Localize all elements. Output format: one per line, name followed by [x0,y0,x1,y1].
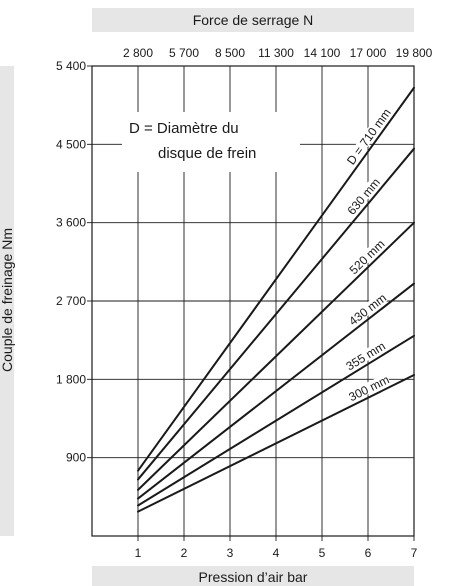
top-axis-title-bar [92,8,414,32]
top-tick-label: 19 800 [396,46,433,60]
x-tick-label: 1 [135,546,142,560]
top-tick-label: 2 800 [123,46,153,60]
series-line [137,373,415,513]
series-label-background [347,237,387,276]
series-label: D = 710 mm [344,106,394,167]
legend-note-line-2: disque de frein [158,145,256,162]
legend-note: D = Diamètre du disque de frein [122,112,300,172]
tick-labels: 1 2 3 4 5 6 7 2 800 5 700 8 500 11 300 14 100 17 000… [56,46,433,560]
y-axis-title-bar [0,66,14,536]
series-label-background [343,104,394,169]
series-line [137,282,415,500]
series-label: 520 mm [347,237,388,277]
series-label-background [346,291,388,327]
series-lines [137,86,415,513]
series-line [137,334,415,507]
top-tick-label: 8 500 [215,46,245,60]
x-tick-label: 6 [365,546,372,560]
top-axis-title: Force de serrage N [193,12,314,28]
x-tick-label: 7 [411,546,418,560]
x-axis-title-bar [92,566,414,586]
y-tick-label: 900 [66,451,86,465]
legend-note-background [122,112,300,172]
series-line [137,86,415,472]
x-tick-label: 4 [273,546,280,560]
series-label-background [346,373,391,403]
series-label-background [345,175,382,217]
top-tick-label: 17 000 [350,46,387,60]
top-tick-label: 11 300 [258,46,294,60]
x-tick-label: 5 [319,546,326,560]
y-tick-label: 2 700 [56,294,86,308]
y-axis-title: Couple de freinage Nm [0,228,15,372]
series-label-group: 630 mm [344,175,383,217]
top-tick-label: 5 700 [169,46,199,60]
series-label-group: 520 mm [347,237,388,277]
legend-note-line-1: D = Diamètre du [129,120,239,137]
y-tick-label: 4 500 [56,137,86,151]
top-tick-label: 14 100 [304,46,341,60]
series-label-group: D = 710 mm [343,104,394,169]
y-tick-label: 1 800 [56,372,86,386]
series-label: 630 mm [344,175,383,217]
series-label-background [343,339,387,372]
plot-frame [91,65,415,537]
series-line [137,221,415,491]
x-axis-title: Pression d’air bar [199,569,308,585]
series-label: 300 mm [347,372,392,404]
x-tick-label: 3 [227,546,234,560]
series-line [137,147,415,481]
y-tick-label: 5 400 [56,59,86,73]
y-tick-label: 3 600 [56,216,86,230]
x-tick-label: 2 [181,546,188,560]
